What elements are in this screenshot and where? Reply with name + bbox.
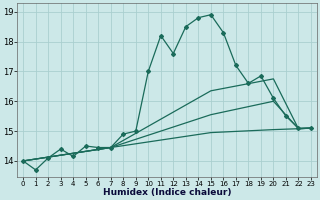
X-axis label: Humidex (Indice chaleur): Humidex (Indice chaleur) [103,188,231,197]
